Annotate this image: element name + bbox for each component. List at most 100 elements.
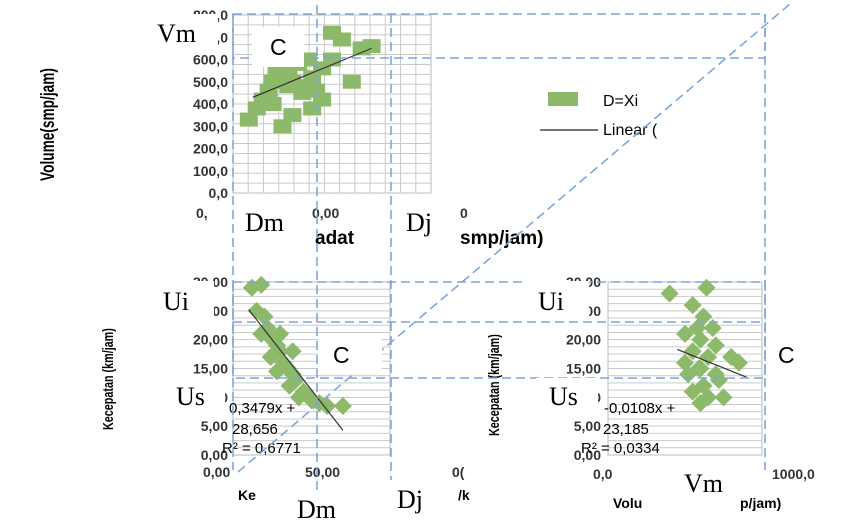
y-axis-title-3: Kecepatan (km/jam) xyxy=(485,334,502,436)
trendline-3 xyxy=(677,348,747,378)
data-point xyxy=(706,336,725,355)
label-box-c3 xyxy=(767,336,819,374)
x-tick-label: 0,00 xyxy=(203,464,230,480)
dashed-guides xyxy=(232,3,791,518)
y-tick-label: 20,00 xyxy=(193,332,228,348)
label-dm-bottom: Dm xyxy=(297,495,336,524)
data-point xyxy=(280,376,299,395)
data-point xyxy=(303,101,322,116)
y-tick-label: 400,0 xyxy=(193,96,228,112)
x-tick-label: 0,0 xyxy=(593,466,613,482)
label-box-dj1 xyxy=(400,200,448,238)
legend-series-label: D=Xi xyxy=(603,93,638,110)
x-axis-title-2: Ke xyxy=(238,487,256,503)
y-tick-label: 0,00 xyxy=(574,447,601,463)
y-tick-label: 5,00 xyxy=(201,418,228,434)
data-point xyxy=(263,97,282,111)
data-point xyxy=(271,324,290,343)
label-box-vm xyxy=(146,14,218,54)
data-point xyxy=(691,330,710,349)
label-box-dm1 xyxy=(237,200,303,238)
data-point xyxy=(293,85,312,100)
equation-2-line1: 0,3479x + xyxy=(229,400,296,417)
label-box-us2 xyxy=(536,378,598,416)
label-dj-bottom: Dj xyxy=(397,485,423,514)
x-tick-label: 1000,0 xyxy=(772,466,815,482)
y-tick-label: 15,00 xyxy=(193,361,228,377)
data-point xyxy=(709,371,728,390)
label-dj-top: Dj xyxy=(406,208,432,237)
data-point xyxy=(699,347,718,366)
data-point xyxy=(683,382,702,401)
x-tick-label: 0 xyxy=(460,205,468,221)
data-point xyxy=(283,342,302,361)
label-vm-bottom: Vm xyxy=(684,469,723,498)
data-point xyxy=(660,284,679,303)
equation-3-line1: -0,0108x + xyxy=(604,400,676,417)
trendline-1 xyxy=(252,47,372,98)
data-point xyxy=(279,79,298,94)
x-axis-title-1b: smp/jam) xyxy=(460,228,543,249)
label-us-left: Us xyxy=(176,382,205,411)
data-point xyxy=(703,319,722,338)
x-tick-label: 0( xyxy=(452,464,465,480)
data-point xyxy=(332,32,351,47)
trendline-2 xyxy=(248,309,344,431)
data-point xyxy=(342,74,361,89)
label-us-right: Us xyxy=(549,382,578,411)
x-axis-title-2b: /k xyxy=(458,487,470,503)
label-c-left: C xyxy=(333,342,350,368)
r2-3: R² = 0,0334 xyxy=(581,440,660,457)
label-box-ui2 xyxy=(527,281,589,319)
label-ui-left: Ui xyxy=(163,287,189,316)
label-box-c2 xyxy=(318,336,382,374)
label-c-top: C xyxy=(270,34,287,60)
label-c-right: C xyxy=(778,342,795,368)
label-box-dm2 xyxy=(292,490,350,528)
data-point xyxy=(691,394,710,413)
data-point xyxy=(729,353,748,372)
legend-marker xyxy=(548,92,578,106)
data-point xyxy=(239,112,258,127)
y-tick-label: 5,00 xyxy=(574,418,601,434)
x-axis-title-3b: p/jam) xyxy=(740,495,781,511)
label-dm-top: Dm xyxy=(245,208,284,237)
x-axis-title-1: adat xyxy=(315,228,355,249)
r2-2: R² = 0,6771 xyxy=(222,440,301,457)
data-point xyxy=(683,342,702,361)
label-box-dj2 xyxy=(393,478,441,518)
guide-diagonal xyxy=(237,3,791,473)
data-point xyxy=(689,359,708,378)
x-axis-title-3: Volu xyxy=(613,495,642,511)
y-tick-label: 300,0 xyxy=(193,118,228,134)
equation-2-line2: 28,656 xyxy=(232,421,278,438)
data-point xyxy=(283,108,302,123)
equation-3-line2: 23,185 xyxy=(603,421,649,438)
label-vm-top: Vm xyxy=(157,19,196,48)
y-tick-label: 15,00 xyxy=(566,361,601,377)
y-axis-title-2: Kecepatan (km/jam) xyxy=(99,328,116,430)
y-tick-label: 500,0 xyxy=(193,74,228,90)
label-box-us1 xyxy=(163,378,225,416)
data-point xyxy=(714,388,733,407)
chart-volume-density: 0,0100,0200,0300,0400,0500,0600,0700,080… xyxy=(37,7,658,249)
label-ui-right: Ui xyxy=(538,287,564,316)
x-tick-label: 50,00 xyxy=(305,464,340,480)
x-tick-label: 0, xyxy=(196,205,208,221)
label-box-c1 xyxy=(252,27,304,67)
data-point xyxy=(318,396,337,415)
data-point xyxy=(289,388,308,407)
y-tick-label: 0,00 xyxy=(201,447,228,463)
y-tick-label: 200,0 xyxy=(193,141,228,157)
data-point xyxy=(683,296,702,315)
label-box-ui1 xyxy=(152,281,214,319)
y-tick-label: 0,0 xyxy=(209,185,229,201)
y-tick-label: 600,0 xyxy=(193,52,228,68)
data-point xyxy=(267,362,286,381)
y-axis-title-1: Volume(smp/jam) xyxy=(37,68,59,181)
data-point xyxy=(307,83,326,98)
data-point xyxy=(333,396,352,415)
